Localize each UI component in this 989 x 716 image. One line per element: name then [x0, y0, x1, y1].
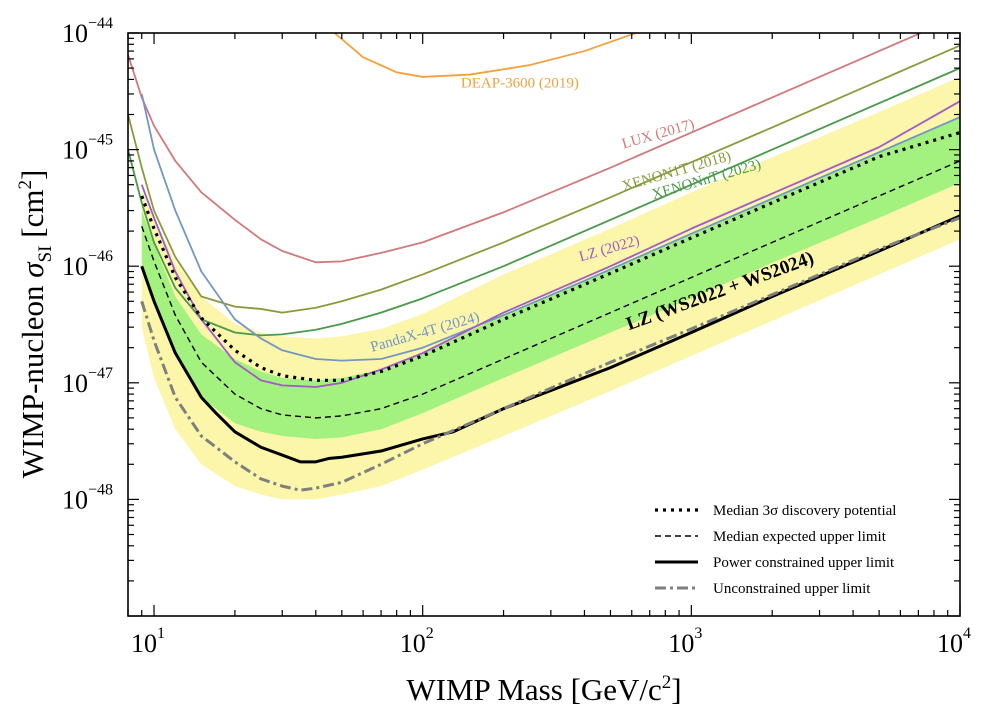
x-tick-label: 101	[131, 625, 165, 658]
legend-label: Unconstrained upper limit	[713, 581, 871, 597]
x-tick-label: 104	[937, 625, 971, 658]
pandax-4t-2024-curve	[140, 93, 960, 362]
unconstrained-upper-limit-curve	[140, 216, 960, 492]
y-tick-label: 10−48	[62, 481, 113, 514]
y-tick-label: 10−45	[62, 132, 113, 165]
xenon1t-2018-curve	[128, 44, 960, 314]
axis-ticks: 101 102 103 104 10−48 10−47 10−46 10−45 10−44	[62, 15, 971, 658]
limit-curves	[128, 33, 960, 492]
power-constrained-upper-limit-curve	[140, 214, 960, 464]
y-tick-label: 10−44	[62, 15, 113, 48]
y-tick-label: 10−46	[62, 248, 113, 281]
plot-frame	[127, 32, 961, 617]
deap-label: DEAP-3600 (2019)	[461, 76, 579, 92]
legend: Median 3σ discovery potential Median expe…	[655, 503, 896, 597]
x-axis-title: WIMP Mass [GeV/c2]	[406, 672, 681, 707]
legend-label: Median expected upper limit	[713, 529, 887, 545]
xenonnt-2023-curve	[128, 67, 960, 337]
2sigma-band	[141, 76, 960, 500]
median-3-discovery-potential-curve	[140, 131, 960, 382]
lz-2022-curve	[140, 100, 960, 388]
y-tick-label: 10−47	[62, 365, 113, 398]
x-tick-label: 102	[400, 625, 434, 658]
legend-label: Power constrained upper limit	[713, 555, 895, 571]
y-axis-title: WIMP-nucleon σSI [cm2]	[15, 170, 56, 479]
lux-2017-curve	[128, 33, 924, 264]
median-expected-upper-limit-curve	[141, 160, 960, 419]
x-tick-label: 103	[668, 625, 702, 658]
confidence-bands	[141, 76, 960, 500]
deap-3600-2019-curve	[334, 33, 639, 78]
legend-label: Median 3σ discovery potential	[713, 503, 896, 519]
1sigma-band	[141, 117, 960, 439]
